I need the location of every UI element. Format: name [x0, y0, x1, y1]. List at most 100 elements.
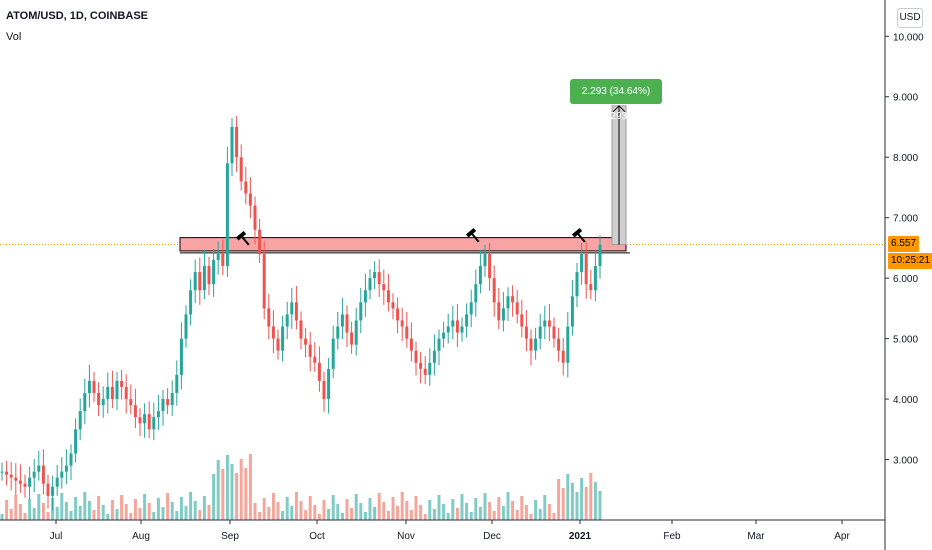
- volume-bar: [37, 494, 41, 520]
- volume-bar: [570, 483, 574, 520]
- candle-body: [317, 362, 321, 381]
- volume-bar: [566, 474, 570, 520]
- candle-body: [359, 302, 363, 321]
- candle-body: [202, 266, 206, 291]
- candle-body: [212, 260, 216, 285]
- volume-bar: [534, 500, 538, 520]
- countdown-badge: 10:25:21: [888, 253, 932, 270]
- volume-bar: [143, 494, 147, 520]
- candle-body: [179, 338, 183, 375]
- volume-bar: [327, 509, 331, 520]
- volume-bar: [419, 505, 423, 520]
- candle-body: [534, 338, 538, 351]
- candle-body: [313, 356, 317, 363]
- volume-bar: [589, 473, 593, 520]
- volume-bar: [253, 503, 257, 520]
- symbol-title[interactable]: ATOM/USD, 1D, COINBASE: [6, 10, 148, 22]
- y-tick-label: 10.000: [893, 32, 924, 43]
- candle-body: [478, 266, 482, 285]
- candle-body: [244, 181, 248, 194]
- candle-body: [437, 338, 441, 351]
- x-tick-label: Apr: [834, 531, 850, 542]
- candle-body: [221, 253, 225, 267]
- volume-bar: [442, 504, 446, 520]
- candle-body: [189, 290, 193, 315]
- measure-label: 2.293 (34.64%) 2293: [570, 79, 662, 122]
- volume-bar: [547, 504, 551, 520]
- candle-body: [175, 374, 179, 394]
- candle-body: [83, 393, 87, 412]
- volume-bar: [409, 510, 413, 520]
- candle-body: [143, 414, 147, 424]
- candle-body: [308, 344, 312, 357]
- candle-body: [506, 296, 510, 309]
- candle-body: [51, 486, 55, 496]
- volume-bar: [23, 513, 27, 520]
- candle-body: [78, 411, 82, 430]
- candle-body: [97, 393, 101, 406]
- candle-body: [248, 193, 252, 206]
- volume-bar: [520, 496, 524, 520]
- zone-rect: [179, 237, 627, 252]
- candle-body: [60, 471, 64, 478]
- measure-tool[interactable]: [611, 105, 627, 245]
- volume-bar: [391, 497, 395, 520]
- candle-body: [64, 465, 68, 472]
- candle-body: [363, 290, 367, 303]
- candle-body: [253, 205, 257, 230]
- candle-body: [557, 338, 561, 351]
- candle-body: [336, 326, 340, 339]
- volume-bar: [207, 505, 211, 520]
- candles: [0, 116, 602, 511]
- volume-bar: [497, 497, 501, 520]
- candle-body: [161, 399, 165, 412]
- candle-body: [110, 386, 114, 400]
- candle-body: [184, 314, 188, 339]
- candle-body: [589, 284, 593, 291]
- candle-body: [543, 320, 547, 327]
- candle-body: [235, 126, 239, 158]
- volume-bar: [14, 495, 18, 520]
- volume-bar: [350, 508, 354, 520]
- candle-body: [501, 308, 505, 321]
- volume-bar: [386, 511, 390, 520]
- volume-indicator-label[interactable]: Vol: [6, 31, 22, 43]
- candle-body: [5, 471, 9, 475]
- resistance-zone[interactable]: [179, 237, 630, 254]
- x-tick-label: 2021: [569, 531, 592, 542]
- candle-body: [101, 399, 105, 406]
- candle-body: [382, 284, 386, 291]
- volume-bar: [529, 514, 533, 520]
- candle-body: [290, 302, 294, 315]
- candle-body: [69, 453, 73, 466]
- candle-body: [46, 483, 50, 496]
- volume-bar: [156, 498, 160, 520]
- volume-bar: [0, 514, 4, 520]
- volume-bar: [248, 454, 252, 520]
- volume-bar: [345, 499, 349, 520]
- volume-bar: [258, 512, 262, 520]
- volume-bar: [313, 505, 317, 520]
- candle-body: [368, 278, 372, 291]
- volume-bar: [331, 495, 335, 520]
- candle-body: [593, 266, 597, 291]
- volume-bar: [32, 508, 36, 520]
- volume-bar: [336, 504, 340, 520]
- candle-body: [32, 471, 36, 478]
- y-tick-label: 7.000: [893, 214, 918, 225]
- volume-bar: [198, 510, 202, 520]
- candle-body: [538, 326, 542, 339]
- volume-bar: [9, 509, 13, 520]
- volume-bar: [598, 491, 602, 520]
- volume-bar: [524, 505, 528, 520]
- candle-body: [465, 314, 469, 327]
- candle-body: [396, 308, 400, 321]
- candle-body: [207, 266, 211, 285]
- x-tick-label: Feb: [663, 531, 681, 542]
- candle-body: [198, 272, 202, 291]
- volume-bar: [359, 503, 363, 520]
- volume-bar: [483, 493, 487, 520]
- currency-button[interactable]: USD: [897, 8, 923, 28]
